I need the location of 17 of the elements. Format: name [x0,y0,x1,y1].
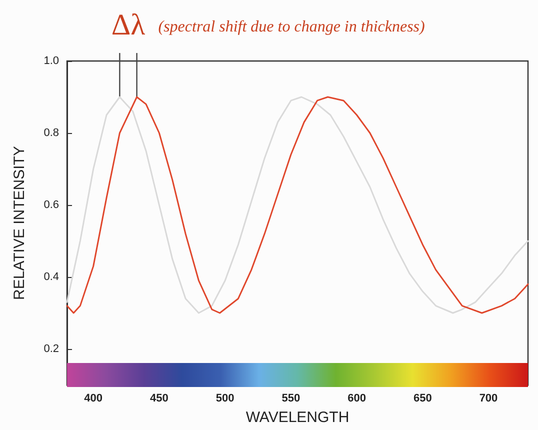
x-tick-label: 700 [479,392,498,404]
x-tick-label: 550 [282,392,300,404]
line-series [66,96,529,314]
y-tick-label: 0.6 [44,199,59,211]
x-tick-label: 650 [413,392,432,404]
y-axis-title: RELATIVE INTENSITY [11,146,28,300]
x-tick-label: 400 [84,392,103,404]
x-axis-title: WAVELENGTH [246,409,350,426]
x-tick-label: 500 [216,392,234,404]
x-tick-label: 450 [150,392,168,404]
text: (spectral shift due to change in thickness) [158,18,425,36]
y-tick-label: 0.8 [44,127,59,139]
x-tick-label: 600 [348,392,366,404]
y-tick-label: 1.0 [44,55,59,67]
y-tick-label: 0.2 [44,343,59,355]
y-tick-label: 0.4 [44,271,59,283]
annotation: Δλ [111,8,146,42]
